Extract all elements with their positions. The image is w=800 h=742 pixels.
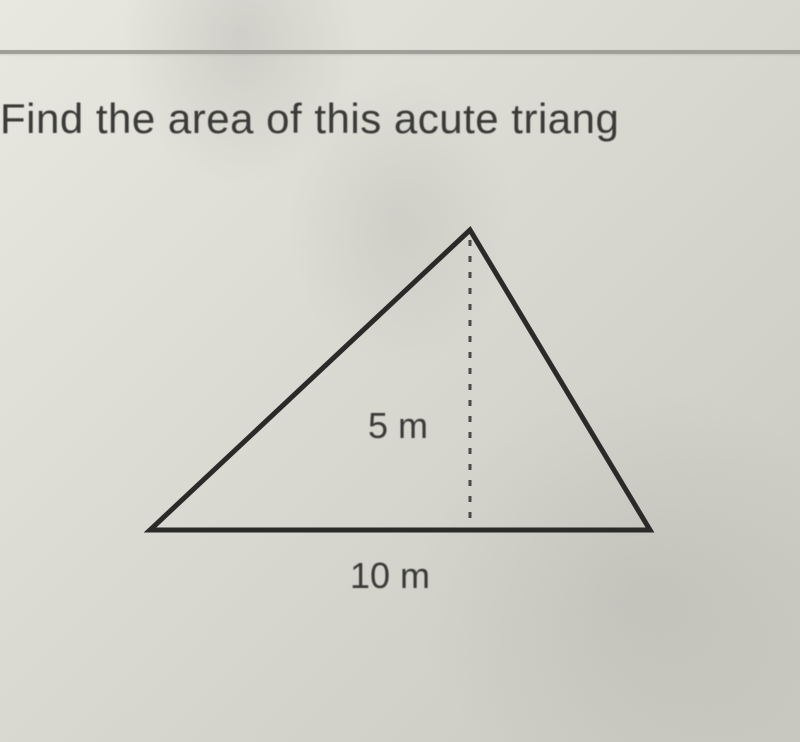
triangle-svg [120,210,680,590]
page-divider [0,50,800,54]
base-label: 10 m [350,555,430,597]
question-text: Find the area of this acute triang [0,95,619,143]
triangle-shape [150,230,650,530]
triangle-diagram: 5 m 10 m [120,210,680,590]
height-label: 5 m [368,405,428,447]
